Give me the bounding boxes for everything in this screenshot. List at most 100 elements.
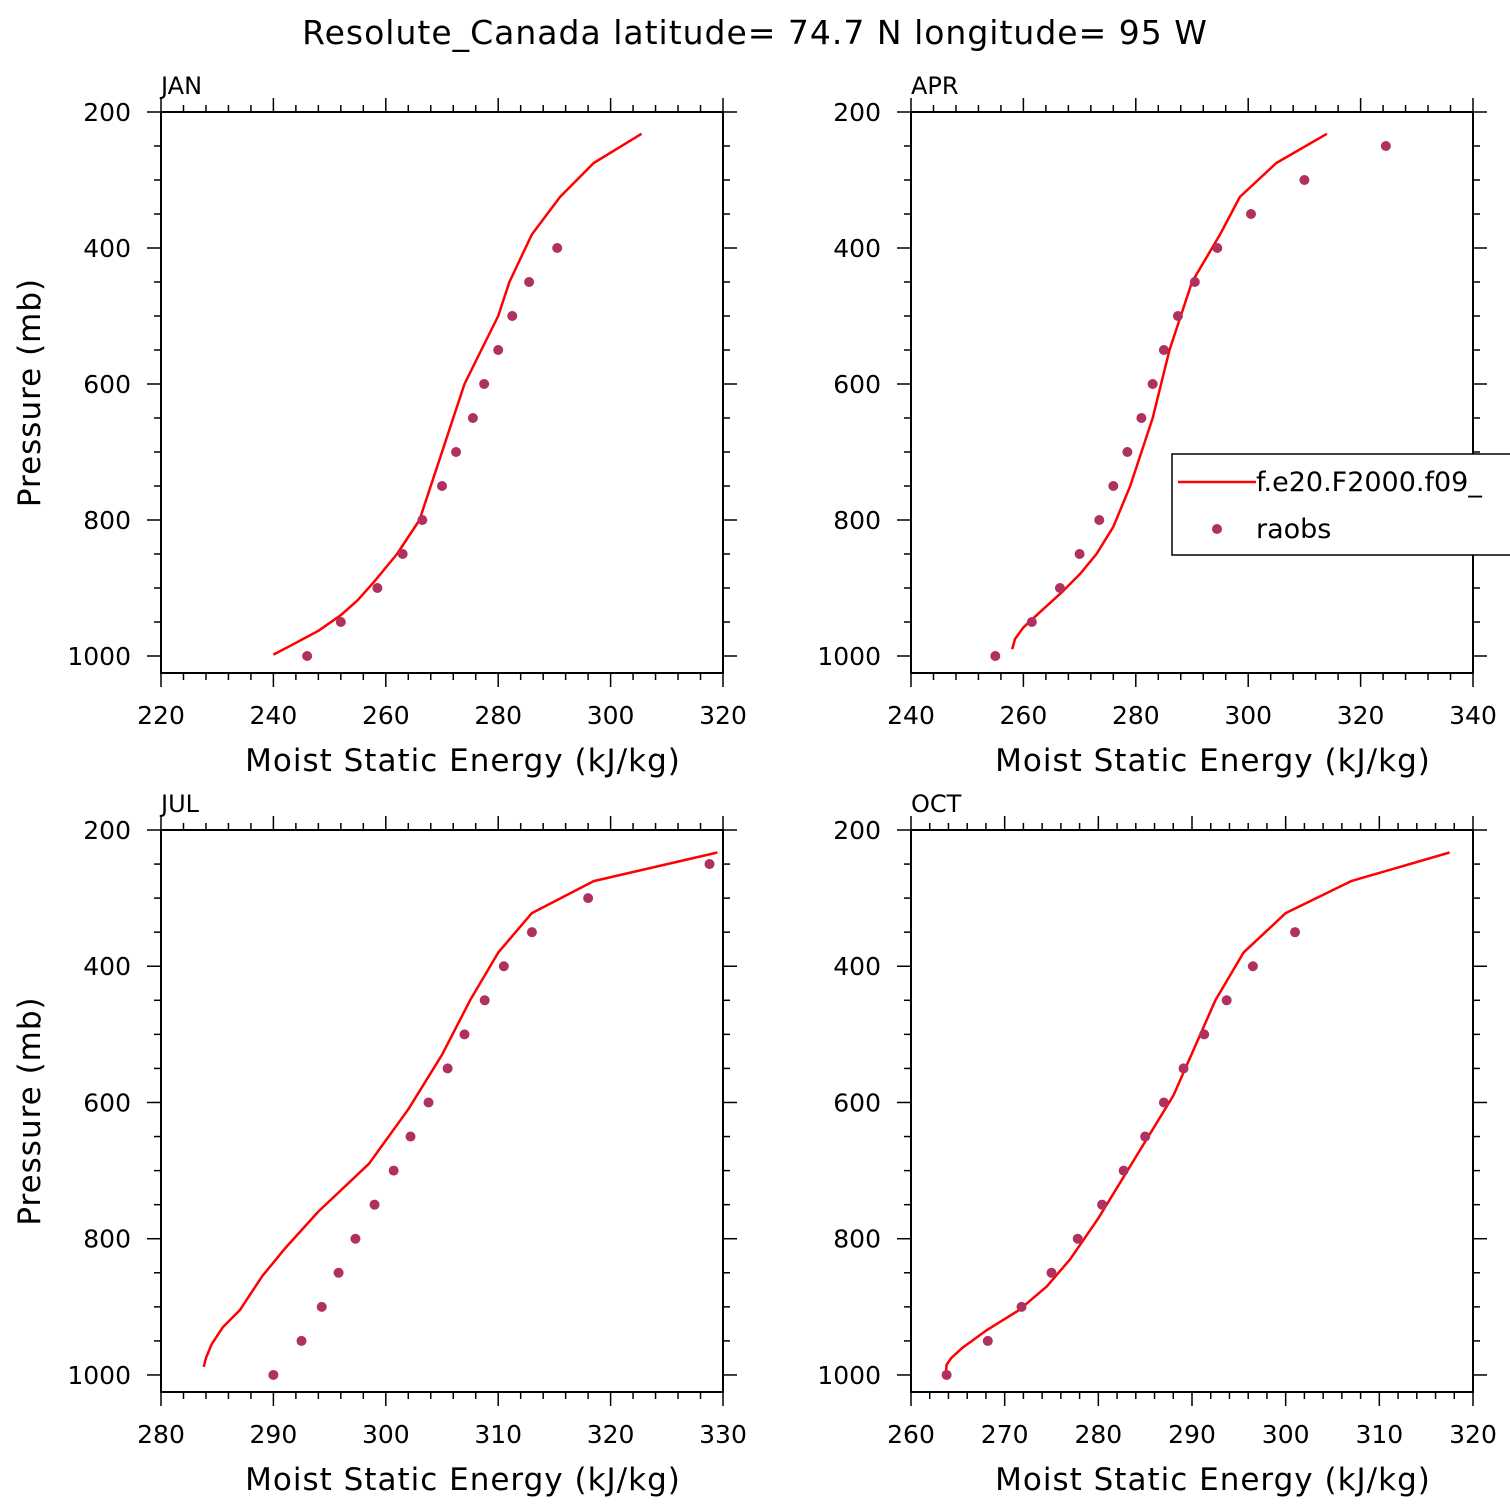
obs-point <box>442 1063 453 1074</box>
obs-point <box>350 1233 361 1244</box>
y-tick-label: 400 <box>83 234 131 263</box>
obs-point <box>1074 549 1085 559</box>
obs-point <box>1212 243 1223 253</box>
obs-point <box>1380 141 1391 151</box>
obs-point <box>479 995 490 1006</box>
plot-frame <box>910 111 1474 674</box>
x-tick-label: 290 <box>1168 1420 1216 1449</box>
obs-point <box>1140 1131 1151 1142</box>
y-tick-label: 400 <box>833 952 881 981</box>
y-tick-label: 800 <box>83 1225 131 1254</box>
obs-point <box>1094 515 1105 525</box>
y-tick-label: 400 <box>833 234 881 263</box>
x-tick-label: 220 <box>137 701 185 730</box>
obs-point <box>1046 1267 1057 1278</box>
obs-point <box>1108 481 1119 491</box>
obs-point <box>1016 1301 1027 1312</box>
obs-point <box>1122 447 1133 457</box>
obs-point <box>524 277 535 287</box>
x-tick-label: 330 <box>699 1420 747 1449</box>
x-tick-label: 260 <box>362 701 410 730</box>
x-tick-label: 310 <box>1355 1420 1403 1449</box>
x-tick-label: 320 <box>1337 701 1385 730</box>
x-tick-label: 320 <box>1449 1420 1497 1449</box>
obs-point <box>1097 1199 1108 1210</box>
obs-point <box>552 243 563 253</box>
x-tick-label: 260 <box>887 1420 935 1449</box>
x-axis-label: Moist Static Energy (kJ/kg) <box>995 743 1431 779</box>
obs-point <box>1247 961 1258 972</box>
obs-point <box>1199 1029 1210 1040</box>
x-tick-label: 300 <box>587 701 635 730</box>
panel-label: JAN <box>159 72 202 100</box>
y-tick-label: 400 <box>83 952 131 981</box>
y-tick-label: 200 <box>833 98 881 127</box>
x-tick-label: 240 <box>887 701 935 730</box>
series-line-model <box>1010 132 1328 650</box>
obs-point <box>1054 583 1065 593</box>
y-tick-label: 600 <box>83 1088 131 1117</box>
x-tick-label: 240 <box>250 701 298 730</box>
y-tick-label: 800 <box>83 506 131 535</box>
obs-point <box>335 617 346 627</box>
figure-title: Resolute_Canada latitude= 74.7 N longitu… <box>302 13 1208 52</box>
obs-point <box>1189 277 1200 287</box>
obs-point <box>296 1335 307 1346</box>
obs-point <box>498 961 509 972</box>
x-tick-label: 260 <box>1000 701 1048 730</box>
legend-label-model: f.e20.F2000.f09_ <box>1256 467 1482 498</box>
obs-point <box>268 1369 279 1380</box>
x-tick-label: 280 <box>1074 1420 1122 1449</box>
panel-jul: 280 290 300 310 320 330 200 400 600 800 1000 JUL Moi… <box>12 790 747 1498</box>
panel-label: JUL <box>159 790 200 818</box>
panel-jan: 220 240 260 280 300 320 200 400 600 800 1000 JAN Moi… <box>12 72 747 779</box>
x-tick-label: 300 <box>1224 701 1272 730</box>
y-tick-label: 200 <box>83 98 131 127</box>
x-tick-label: 300 <box>1262 1420 1310 1449</box>
y-axis-label: Pressure (mb) <box>12 996 48 1225</box>
obs-point <box>479 379 490 389</box>
obs-point <box>451 447 462 457</box>
obs-point <box>437 481 447 491</box>
obs-point <box>1072 1233 1083 1244</box>
series-line-model <box>202 851 718 1368</box>
obs-point <box>1118 1165 1129 1176</box>
obs-point <box>1221 995 1232 1006</box>
obs-point <box>526 927 537 938</box>
x-axis-label: Moist Static Energy (kJ/kg) <box>995 1462 1431 1498</box>
obs-point <box>423 1097 434 1108</box>
series-line-model <box>944 851 1450 1376</box>
obs-point <box>1158 1097 1169 1108</box>
y-tick-label: 200 <box>83 816 131 845</box>
obs-point <box>388 1165 399 1176</box>
panel-oct: 260 270 280 290 300 310 320 200 400 600 800 1000 OCT… <box>817 790 1496 1498</box>
obs-point <box>417 515 428 525</box>
obs-point <box>1026 617 1037 627</box>
obs-point <box>1172 311 1183 321</box>
obs-point <box>397 549 408 559</box>
obs-point <box>1158 345 1169 355</box>
x-tick-label: 280 <box>474 701 522 730</box>
obs-point <box>372 583 383 593</box>
y-tick-label: 600 <box>833 370 881 399</box>
x-tick-label: 270 <box>981 1420 1029 1449</box>
obs-point <box>704 859 715 870</box>
y-tick-label: 1000 <box>67 1361 131 1390</box>
obs-point <box>1299 175 1310 185</box>
obs-point <box>982 1335 993 1346</box>
x-tick-label: 300 <box>362 1420 410 1449</box>
x-tick-label: 320 <box>587 1420 635 1449</box>
obs-point <box>1290 927 1301 938</box>
obs-point <box>493 345 504 355</box>
plot-frame <box>160 829 724 1393</box>
obs-point <box>467 413 478 423</box>
obs-point <box>316 1301 327 1312</box>
obs-point <box>1246 209 1257 219</box>
y-axis-label: Pressure (mb) <box>12 278 48 507</box>
obs-point <box>333 1267 344 1278</box>
obs-point <box>507 311 518 321</box>
y-tick-label: 800 <box>833 1225 881 1254</box>
obs-point <box>1178 1063 1189 1074</box>
y-tick-label: 800 <box>833 506 881 535</box>
